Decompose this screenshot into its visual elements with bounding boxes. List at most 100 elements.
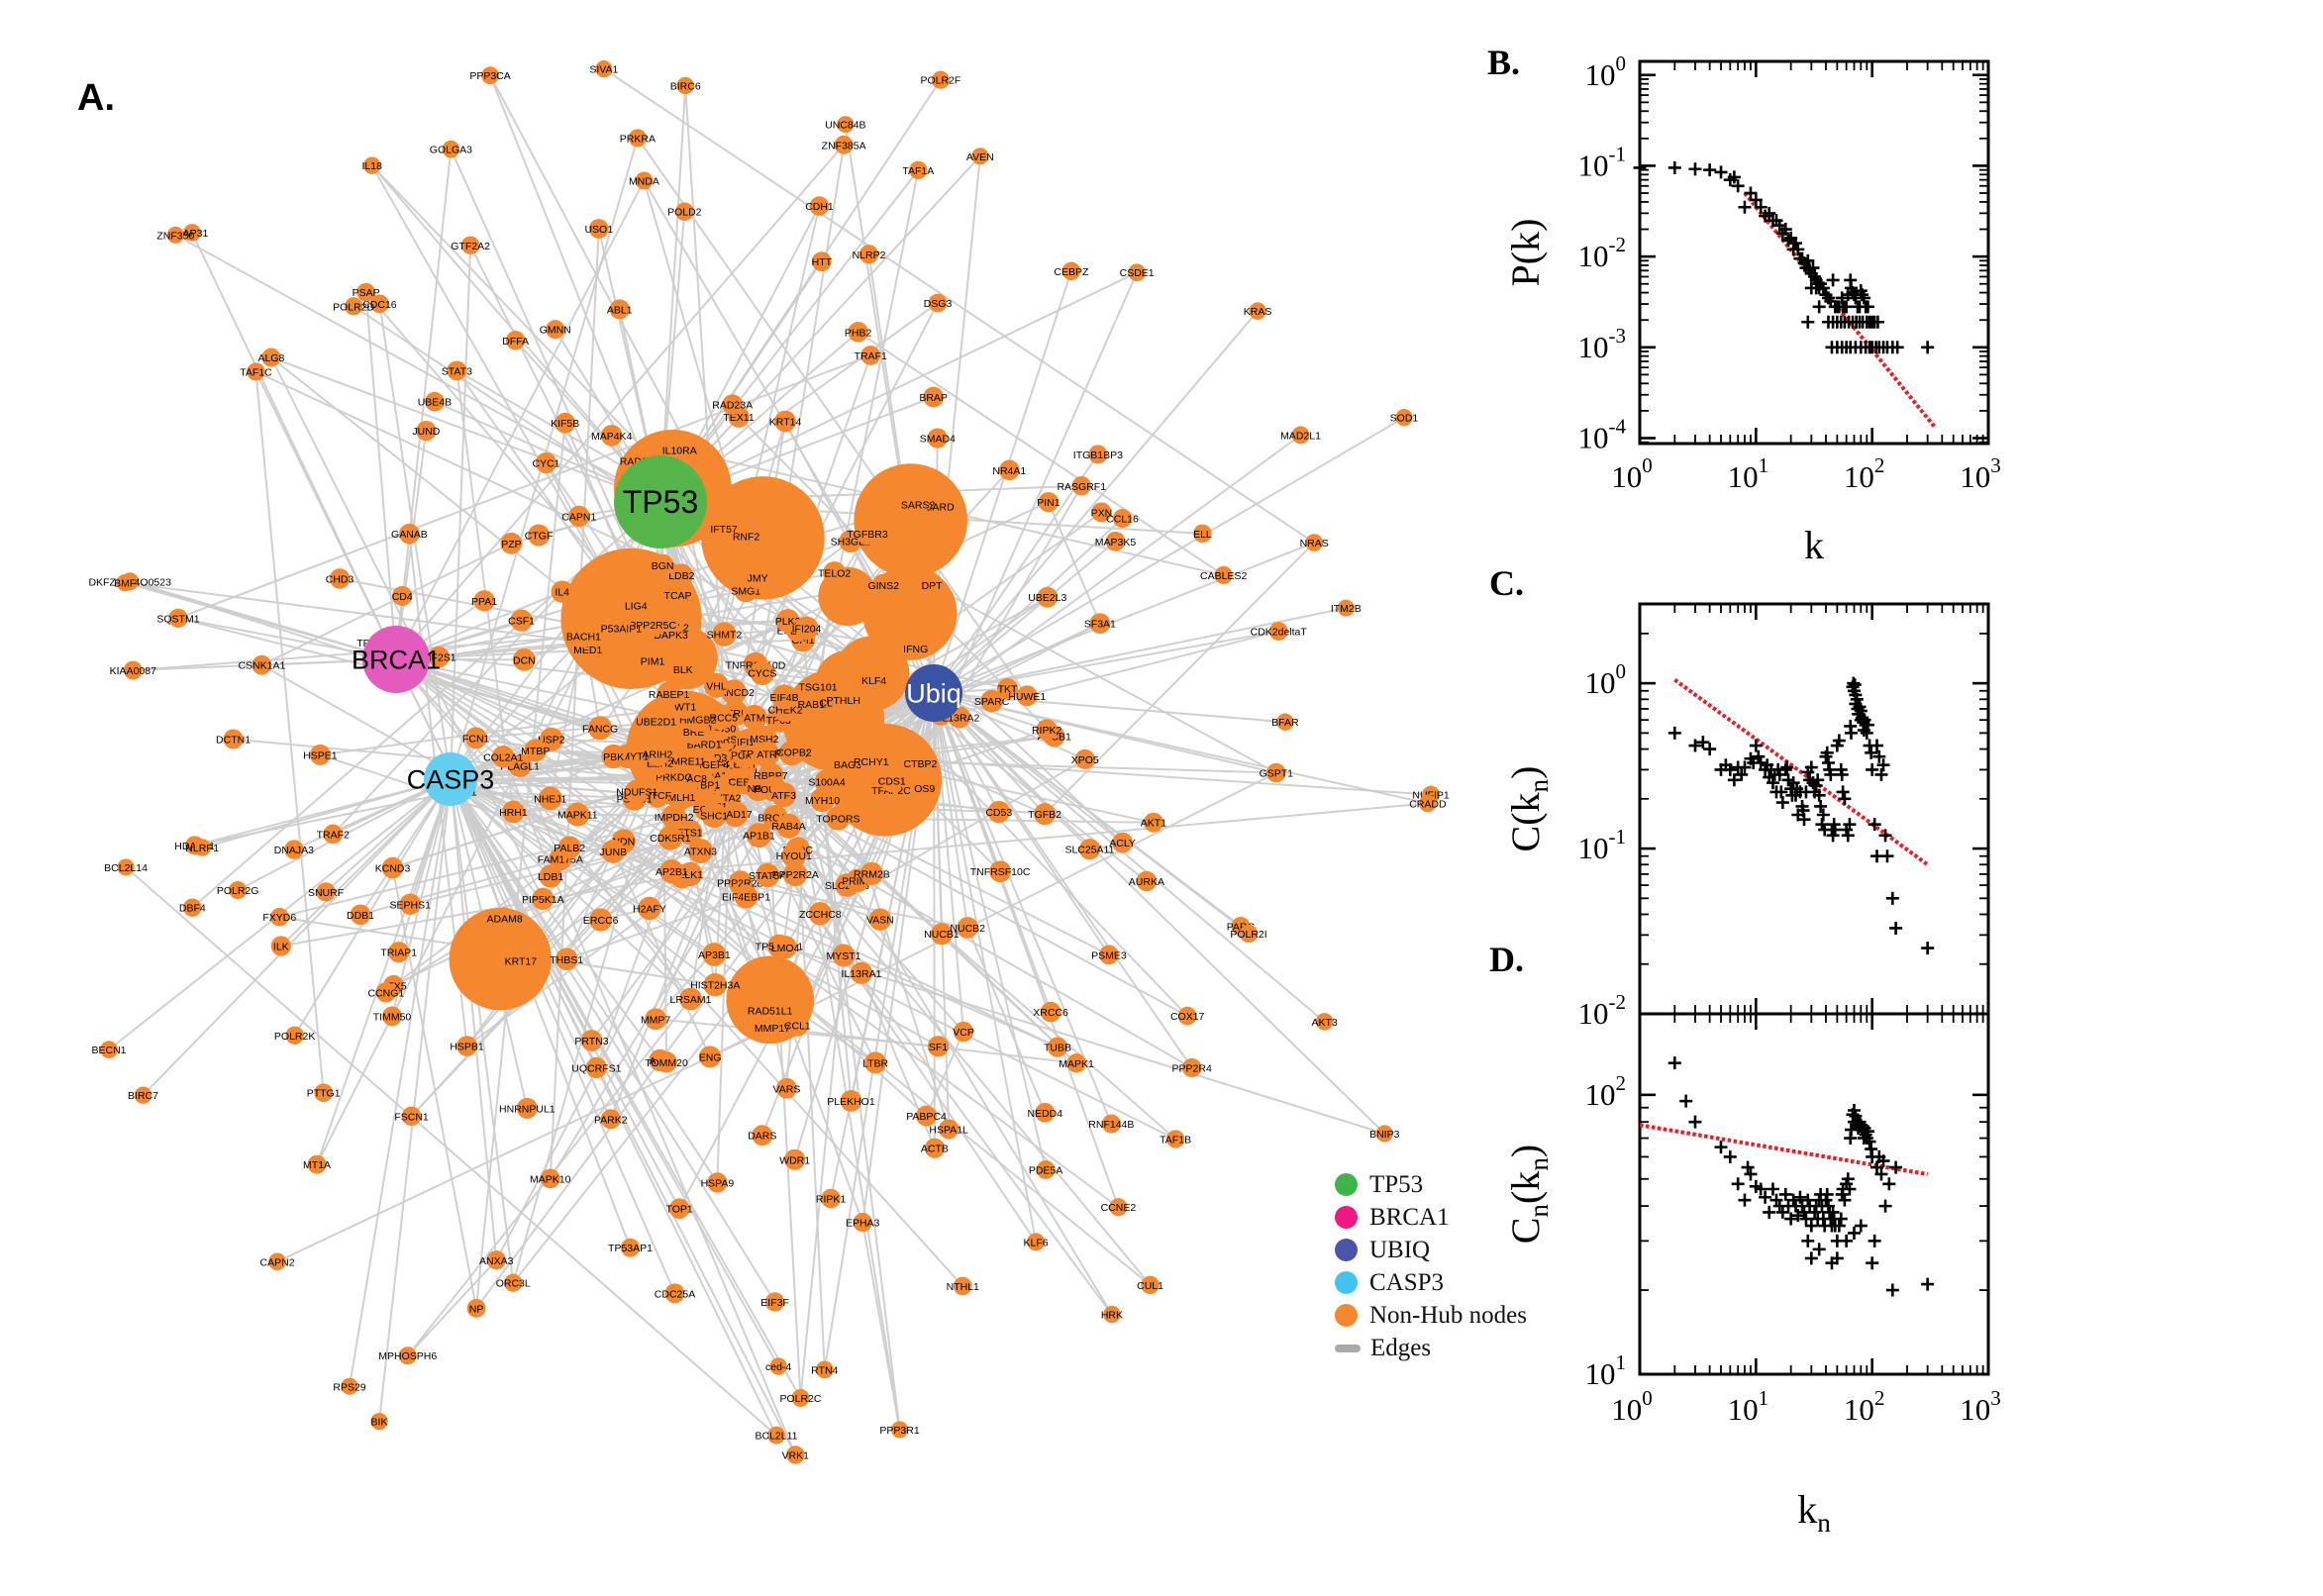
network-node-label: GOLGA3: [430, 145, 472, 156]
network-node-label: TRAF2: [317, 829, 350, 841]
network-node-label: MLH1: [667, 792, 695, 804]
network-node: [168, 608, 188, 628]
y-axis-label: P(k): [1503, 219, 1548, 287]
network-node-label: HRK: [1101, 1310, 1123, 1322]
tick-label: 10-3: [1578, 324, 1627, 364]
network-node-label: ORC3L: [496, 1278, 531, 1290]
network-node: [375, 982, 397, 1003]
network-node: [252, 654, 272, 675]
network-edge: [450, 635, 585, 780]
network-node: [1088, 445, 1108, 464]
network-node-label: BCL2L11: [756, 1431, 798, 1443]
network-node: [223, 729, 244, 749]
network-edge: [450, 778, 1059, 1048]
network-node: [442, 140, 460, 158]
network-node-label: PLEKHO1: [827, 1096, 875, 1108]
panel-c-label: C.: [1489, 563, 1524, 603]
network-edge: [406, 1259, 497, 1356]
network-edge: [450, 778, 498, 1260]
network-node-label: IL18: [361, 160, 382, 172]
hub-label-brca1: BRCA1: [352, 645, 441, 674]
network-node: [776, 1077, 797, 1099]
network-node: [1109, 1198, 1128, 1217]
network-node: [773, 936, 797, 959]
scatter-points: [1667, 1056, 1935, 1297]
network-node: [100, 1041, 118, 1058]
network-node-label: GANAB: [391, 529, 428, 541]
network-node: [502, 800, 525, 824]
network-node: [183, 898, 202, 917]
network-node: [314, 1083, 333, 1103]
scatter-points: [1667, 676, 1935, 955]
network-node: [1016, 685, 1038, 707]
legend-item-ubiq: UBIQ: [1335, 1234, 1527, 1266]
network-node: [399, 893, 421, 915]
network-node: [823, 561, 847, 585]
network-node: [996, 677, 1019, 700]
network-node-label: RAD51L1: [748, 1005, 793, 1017]
network-node: [651, 553, 674, 577]
network-node: [587, 716, 613, 741]
network-node-label: IFI204: [792, 623, 822, 635]
network-node-label: BIRC6: [670, 81, 701, 93]
network-node-label: PPP3CA: [469, 70, 510, 82]
network-edge: [933, 540, 1117, 694]
y-axis-label: C(kn​): [1503, 766, 1554, 852]
network-node: [609, 299, 630, 320]
network-node-label: PSAP: [353, 287, 380, 299]
network-node: [645, 1008, 667, 1031]
network-node: [588, 219, 609, 239]
network-node-label: CCNG1: [367, 987, 404, 999]
network-node: [722, 394, 744, 415]
network-node: [861, 668, 886, 692]
network-node-label: BRAP: [919, 392, 948, 404]
network-edge: [933, 692, 1120, 1208]
network-edge: [549, 835, 760, 1179]
network-node-label: GMNN: [540, 325, 571, 337]
network-node-label: PSME3: [1091, 949, 1127, 961]
network-node-label: POLR2C: [779, 1393, 821, 1405]
network-node-label: BNIP3: [1369, 1129, 1400, 1141]
network-node-label: KLF6: [1024, 1237, 1049, 1248]
network-node-label: AKT1: [1141, 818, 1166, 830]
network-node-label: DCN: [513, 654, 536, 666]
network-node: [540, 1168, 560, 1189]
plot-frame: [1638, 1012, 1990, 1376]
network-node-label: FXYD6: [262, 912, 296, 924]
network-edge: [450, 778, 719, 1183]
network-node: [571, 625, 595, 648]
fit-line: [1639, 1123, 1928, 1176]
network-node-label: MAP3K5: [1095, 537, 1137, 549]
network-node-label: PPP2R5C: [629, 620, 676, 632]
network-node-label: AP1B1: [743, 831, 775, 843]
network-node: [466, 1298, 486, 1318]
x-axis-label: k: [1804, 523, 1824, 567]
network-node-label: CDS1: [878, 776, 906, 788]
network-node-label: TAF1A: [902, 165, 934, 177]
network-node-label: MAP4K4: [591, 431, 633, 443]
network-node-label: PALB2: [554, 843, 585, 854]
network-node: [532, 887, 555, 911]
network-node: [809, 196, 830, 216]
network-node: [1105, 531, 1126, 551]
network-node: [555, 412, 576, 434]
network-node: [908, 751, 932, 775]
network-node-label: CDH1: [805, 201, 834, 213]
network-node: [735, 525, 758, 548]
network-node: [1337, 599, 1355, 617]
network-node-label: ced-4: [765, 1361, 791, 1373]
network-edge: [861, 1222, 901, 1431]
node-swatch-icon: [1335, 1271, 1358, 1294]
network-node: [891, 1421, 909, 1439]
network-edge: [966, 927, 1047, 1114]
network-node-label: KIF5B: [551, 418, 579, 430]
network-node: [703, 672, 730, 698]
network-edge: [784, 421, 942, 715]
tick-label: 10-2: [1578, 233, 1627, 273]
network-node: [635, 171, 654, 190]
network-node: [831, 687, 856, 712]
network-node: [837, 116, 855, 134]
network-node-label: RIPK1: [816, 1194, 847, 1206]
hub-node-tp53: [614, 455, 707, 549]
network-node-label: WT1: [674, 701, 696, 713]
